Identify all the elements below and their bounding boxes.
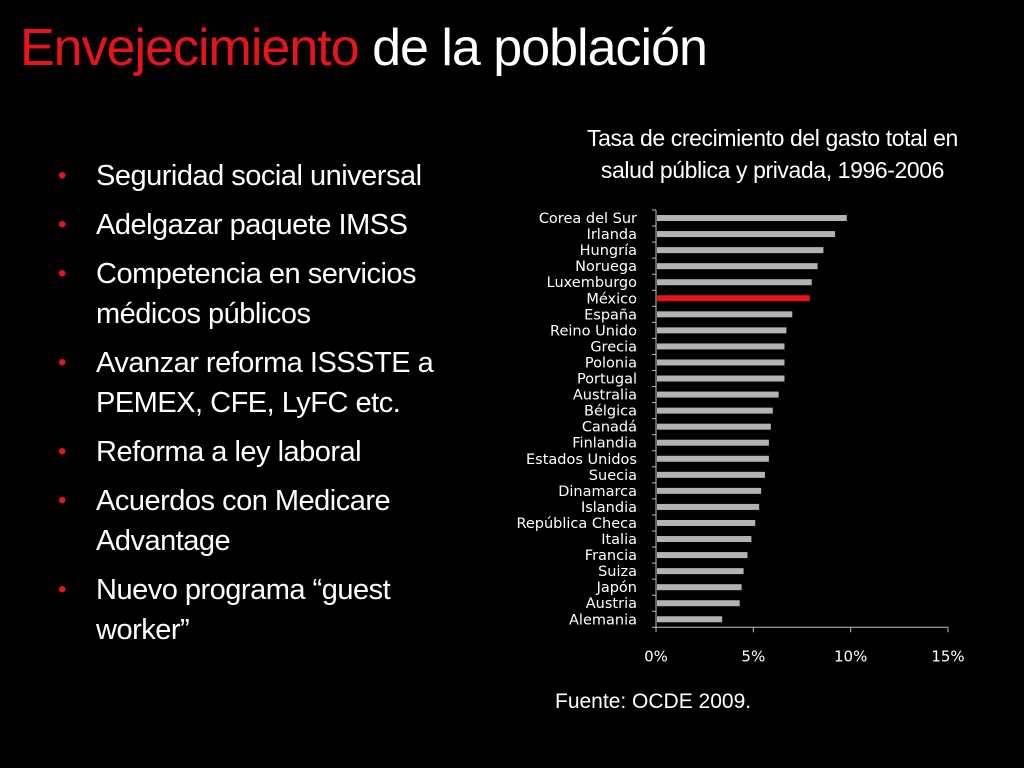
bar [657,503,760,510]
bar [657,215,847,222]
bullet-item: • Reforma a ley laboral [58,432,458,472]
bar [657,536,752,543]
category-label: Francia [585,548,637,564]
bar [657,375,785,382]
bar [657,455,769,462]
chart-title: Tasa de crecimiento del gasto total en s… [587,125,958,183]
category-label: Estados Unidos [526,452,637,468]
bar [657,231,836,238]
bar [657,616,723,623]
bullet-marker: • [58,349,66,376]
category-label: España [584,307,637,323]
bar [657,423,771,430]
bar [657,600,740,607]
x-tick-label: 10% [834,647,867,665]
bullet-item: • Avanzar reforma ISSSTE a PEMEX, CFE, Ly… [58,343,458,423]
category-label: Reino Unido [550,323,637,339]
bar-chart: Corea del SurIrlandaHungríaNoruegaLuxemb… [516,209,965,665]
bullet-item: • Nuevo programa “guest worker” [58,570,458,650]
bullet-marker: • [58,487,66,514]
bar [657,343,785,350]
source-note: Fuente: OCDE 2009. [555,690,752,713]
bullet-text: Acuerdos con Medicare Advantage [96,485,391,557]
bar [657,279,812,286]
bullet-text: Seguridad social universal [96,160,422,192]
bullet-item: • Seguridad social universal [58,156,458,196]
bullet-marker: • [58,576,66,603]
category-label: Italia [601,532,637,548]
bar [657,568,744,575]
category-label: Suecia [589,468,637,484]
bullet-item: • Competencia en servicios médicos públic… [58,254,458,334]
bullet-marker: • [58,260,66,287]
category-label: Japón [596,580,637,596]
category-label: Grecia [590,339,637,355]
category-label: Suiza [598,564,637,580]
bullet-text: Avanzar reforma ISSSTE a PEMEX, CFE, LyF… [96,347,434,419]
bullet-item: • Adelgazar paquete IMSS [58,205,458,245]
bullet-text: Reforma a ley laboral [96,436,362,468]
bar [657,391,779,398]
category-label: Luxemburgo [547,275,637,291]
category-label: México [586,291,637,307]
slide-title: Envejecimiento de la población [20,19,708,77]
title-accent-text: Envejecimiento [20,19,360,77]
category-label: Canadá [582,420,637,436]
bar [657,247,824,254]
bullet-item: • Acuerdos con Medicare Advantage [58,481,458,561]
bar [657,471,766,478]
bullet-marker: • [58,438,66,465]
bullet-text: Competencia en servicios médicos público… [96,258,417,330]
category-label: Dinamarca [558,484,637,500]
bar [657,263,818,270]
category-label: Austria [586,596,637,612]
bar [657,407,773,414]
category-label: República Checa [516,516,637,532]
category-label: Portugal [577,372,637,388]
bullet-marker: • [58,162,66,189]
category-label: Irlanda [587,227,637,243]
category-label: Noruega [575,259,637,275]
bullet-text: Adelgazar paquete IMSS [96,209,408,241]
category-label: Hungría [580,243,637,259]
bar [657,311,793,318]
title-rest-text: de la población [358,19,708,77]
category-label: Islandia [581,500,637,516]
x-tick-label: 0% [644,647,668,665]
category-label: Finlandia [572,436,637,452]
bar [657,584,742,591]
bullet-marker: • [58,211,66,238]
x-tick-label: 5% [741,647,765,665]
x-tick-label: 15% [931,647,964,665]
bar [657,327,787,334]
bar [657,487,762,494]
category-label: Australia [573,388,637,404]
bar [657,552,748,559]
category-label: Alemania [569,612,637,628]
bullet-list: • Seguridad social universal • Adelgazar p… [58,156,458,659]
category-label: Bélgica [584,404,637,420]
bar [657,359,785,366]
bar [657,439,769,446]
category-label: Polonia [585,355,637,371]
bullet-text: Nuevo programa “guest worker” [96,574,391,646]
bar-highlight [657,295,810,302]
bar [657,519,756,526]
category-label: Corea del Sur [539,211,637,227]
